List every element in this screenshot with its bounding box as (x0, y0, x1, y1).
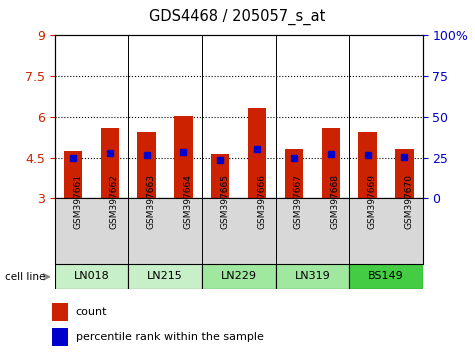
Bar (349, 264, 423, 289)
Text: GDS4468 / 205057_s_at: GDS4468 / 205057_s_at (149, 9, 326, 25)
Text: GSM397667: GSM397667 (294, 174, 303, 229)
Bar (128, 264, 202, 289)
Bar (285, 149, 303, 198)
Text: count: count (76, 307, 107, 317)
Text: GSM397666: GSM397666 (257, 174, 266, 229)
Bar (174, 116, 193, 198)
Bar (137, 132, 156, 198)
Bar (202, 264, 276, 289)
Text: LN229: LN229 (221, 272, 256, 281)
Text: BS149: BS149 (368, 272, 404, 281)
Text: percentile rank within the sample: percentile rank within the sample (76, 332, 264, 342)
Text: LN018: LN018 (74, 272, 109, 281)
Text: GSM397662: GSM397662 (110, 174, 119, 229)
Text: GSM397661: GSM397661 (73, 174, 82, 229)
Text: GSM397670: GSM397670 (404, 174, 413, 229)
Text: GSM397663: GSM397663 (147, 174, 156, 229)
Text: LN319: LN319 (294, 272, 330, 281)
Text: GSM397664: GSM397664 (183, 174, 192, 229)
Bar (211, 154, 229, 198)
Bar (358, 132, 377, 198)
Bar (322, 128, 340, 198)
Text: LN215: LN215 (147, 272, 183, 281)
Bar (51, 303, 67, 321)
Bar (55, 264, 128, 289)
Text: GSM397665: GSM397665 (220, 174, 229, 229)
Bar (64, 151, 82, 198)
Bar (395, 149, 414, 198)
Text: cell line: cell line (5, 272, 45, 282)
Bar (248, 108, 266, 198)
Text: GSM397669: GSM397669 (368, 174, 377, 229)
Text: GSM397668: GSM397668 (331, 174, 340, 229)
Bar (101, 128, 119, 198)
Bar (276, 264, 349, 289)
Bar (51, 328, 67, 346)
